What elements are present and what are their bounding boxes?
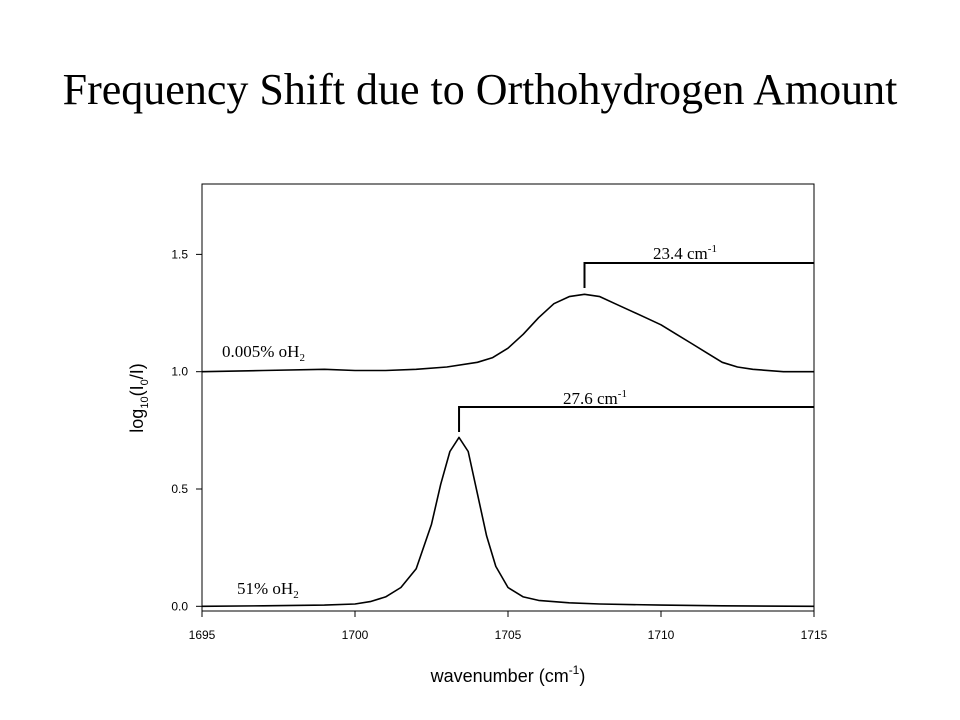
- x-tick-label: 1695: [189, 628, 216, 642]
- x-tick-label: 1705: [495, 628, 522, 642]
- shift-bracket-bottom: [458, 406, 814, 432]
- x-tick-label: 1710: [648, 628, 675, 642]
- series-label-bottom: 51% oH2: [237, 579, 299, 601]
- tick-marks: 1695 1700 1705 1710 1715 0.0 0.5 1.0 1.5: [171, 247, 827, 642]
- shift-label-top: 23.4 cm-1: [653, 243, 717, 263]
- x-axis-label: wavenumber (cm-1): [430, 663, 586, 686]
- y-axis-label: log10(I0/I): [127, 363, 151, 432]
- series-line-top: [201, 293, 814, 373]
- x-tick-label: 1715: [801, 628, 828, 642]
- shift-bracket-top: [583, 262, 814, 288]
- shift-label-bottom: 27.6 cm-1: [563, 388, 627, 408]
- y-tick-label: 0.0: [171, 599, 188, 613]
- series-label-top: 0.005% oH2: [222, 342, 305, 364]
- series-lines: [201, 293, 815, 608]
- y-tick-label: 0.5: [171, 482, 188, 496]
- y-tick-label: 1.5: [171, 247, 188, 261]
- series-line-bottom: [201, 436, 815, 608]
- shift-brackets: [458, 262, 814, 432]
- plot-frame: [201, 183, 815, 612]
- page-title: Frequency Shift due to Orthohydrogen Amo…: [62, 65, 898, 114]
- x-tick-label: 1700: [342, 628, 369, 642]
- y-tick-label: 1.0: [171, 365, 188, 379]
